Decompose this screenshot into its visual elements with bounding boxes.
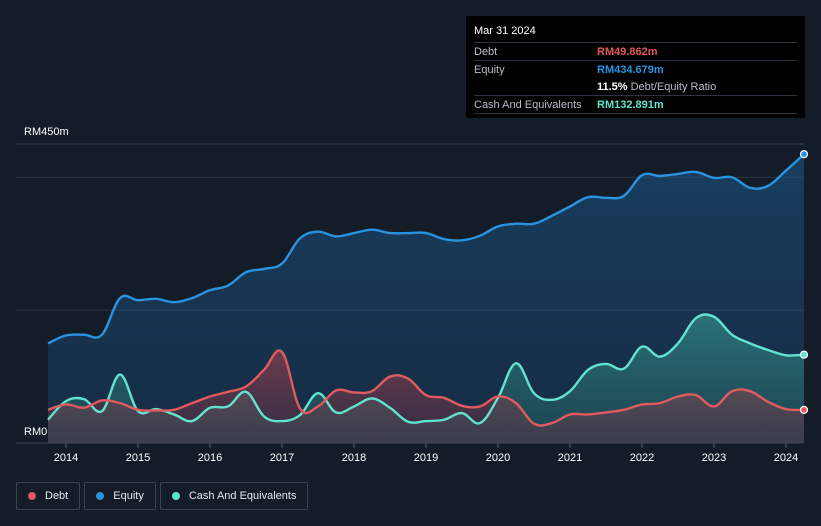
x-tick-label: 2024 (774, 452, 798, 464)
legend-cash-dot-icon (171, 492, 180, 500)
legend-equity-label: Equity (113, 490, 144, 502)
x-tick-label: 2023 (702, 452, 726, 464)
tooltip-date: Mar 31 2024 (474, 25, 536, 37)
x-tick-label: 2016 (198, 452, 222, 464)
legend-debt-dot-icon (28, 492, 36, 500)
debt-line (47, 349, 805, 427)
debt-end-marker (799, 405, 809, 414)
tooltip-ratio-value: 11.5% (597, 80, 628, 93)
tooltip-row-ratio: 11.5% Debt/Equity Ratio (474, 78, 797, 95)
legend-item-debt[interactable]: Debt (16, 482, 81, 510)
tooltip-row-cash: Cash And Equivalents RM132.891m (474, 95, 797, 114)
legend-item-cash[interactable]: Cash And Equivalents (159, 482, 309, 510)
legend-cash-label: Cash And Equivalents (188, 490, 297, 502)
y-axis-label: RM450m (24, 126, 69, 138)
x-tick-label: 2022 (630, 452, 654, 464)
x-tick-label: 2018 (342, 452, 366, 464)
equity-end-marker (799, 150, 809, 159)
legend-debt-label: Debt (45, 490, 69, 502)
legend-equity-dot-icon (96, 492, 105, 500)
tooltip-equity-label: Equity (474, 63, 505, 76)
tooltip-row-equity: Equity RM434.679m (474, 60, 797, 78)
tooltip-debt-value: RM49.862m (597, 45, 658, 58)
tooltip-debt-label: Debt (474, 45, 498, 58)
chart-legend: Debt Equity Cash And Equivalents (16, 482, 312, 510)
x-tick-label: 2014 (54, 452, 78, 464)
axis-layer: RM450m RM0 2014 2015 2016 2017 2018 2019 2020 202… (24, 126, 798, 464)
cash-end-marker (799, 350, 809, 359)
equity-line (47, 153, 805, 345)
x-tick-label: 2015 (126, 452, 150, 464)
x-tick-label: 2020 (486, 452, 510, 464)
tooltip-panel: Mar 31 2024 Debt RM49.862m Equity RM434.… (466, 16, 805, 118)
debt-area (48, 350, 804, 443)
x-tick-label: 2021 (558, 452, 582, 464)
tooltip-cash-label: Cash And Equivalents (474, 98, 582, 111)
x-tick-label: 2019 (414, 452, 438, 464)
cash-line (47, 313, 805, 425)
series-layer (47, 150, 809, 444)
tooltip-ratio-label: Debt/Equity Ratio (630, 80, 717, 93)
tooltip-cash-value: RM132.891m (597, 98, 664, 111)
tooltip-equity-value: RM434.679m (597, 63, 664, 76)
legend-item-equity[interactable]: Equity (84, 482, 156, 510)
tooltip-row-debt: Debt RM49.862m (474, 42, 797, 60)
x-tick-label: 2017 (270, 452, 294, 464)
y-axis-label: RM0 (24, 426, 47, 438)
